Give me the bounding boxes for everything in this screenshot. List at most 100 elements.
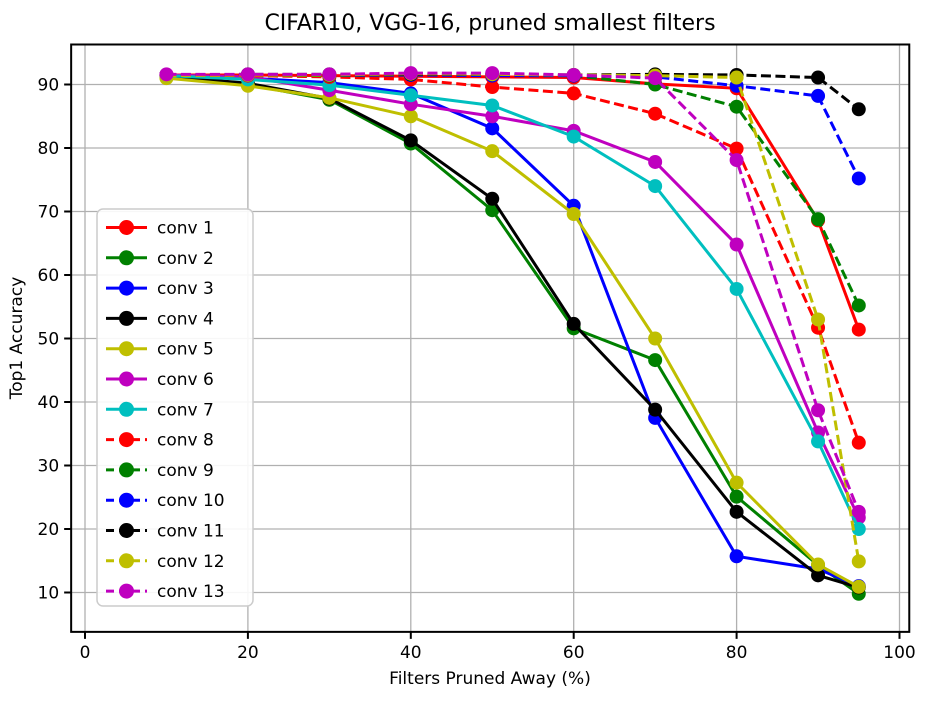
legend-frame xyxy=(96,208,254,607)
data-point-marker xyxy=(648,331,663,346)
data-point-marker xyxy=(729,99,744,114)
legend-label: conv 2 xyxy=(157,249,214,269)
series-line xyxy=(166,76,860,589)
series-conv-9 xyxy=(159,67,866,313)
legend-label: conv 12 xyxy=(157,552,225,572)
series-line xyxy=(166,75,860,595)
data-point-marker xyxy=(851,522,866,536)
data-point-marker xyxy=(851,102,866,117)
data-point-marker xyxy=(648,402,663,417)
data-point-marker xyxy=(811,312,826,327)
legend-label: conv 10 xyxy=(157,491,225,511)
data-point-marker xyxy=(729,153,744,168)
x-tick-label: 100 xyxy=(883,643,915,663)
data-point-marker xyxy=(851,171,866,186)
legend-marker-sample xyxy=(119,220,134,235)
data-point-marker xyxy=(811,557,826,572)
legend-marker-sample xyxy=(119,553,134,569)
data-point-marker xyxy=(566,67,581,82)
legend: conv 1 conv 2 conv 3 conv 4 conv 5 conv 6 conv… xyxy=(96,208,254,607)
data-point-marker xyxy=(811,434,826,449)
legend-item-conv-13: conv 13 xyxy=(106,582,225,602)
legend-marker-sample xyxy=(119,371,134,387)
chart-title: CIFAR10, VGG-16, pruned smallest filters xyxy=(264,11,715,36)
legend-label: conv 1 xyxy=(157,219,214,239)
data-point-marker xyxy=(566,129,581,144)
data-point-marker xyxy=(648,71,663,86)
legend-label: conv 6 xyxy=(157,370,214,390)
data-point-marker xyxy=(403,133,418,148)
data-point-marker xyxy=(322,67,337,82)
data-point-marker xyxy=(851,322,866,337)
series-line xyxy=(166,74,861,530)
y-tick-label: 40 xyxy=(38,393,60,413)
legend-item-conv-9: conv 9 xyxy=(106,461,214,481)
y-tick-label: 20 xyxy=(38,520,60,540)
data-point-marker xyxy=(566,86,581,101)
x-axis-label: Filters Pruned Away (%) xyxy=(389,669,591,689)
legend-marker-sample xyxy=(119,280,134,296)
data-point-marker xyxy=(403,66,418,81)
data-point-marker xyxy=(851,554,866,569)
data-point-marker xyxy=(566,207,581,222)
legend-marker-sample xyxy=(119,401,134,417)
legend-item-conv-12: conv 12 xyxy=(106,552,225,572)
legend-marker-sample xyxy=(119,462,134,478)
data-point-marker xyxy=(851,579,866,594)
x-tick-label: 40 xyxy=(400,643,422,663)
data-point-marker xyxy=(729,237,744,252)
legend-item-conv-11: conv 11 xyxy=(106,522,225,542)
data-point-marker xyxy=(485,144,500,159)
data-point-marker xyxy=(811,212,826,227)
legend-item-conv-3: conv 3 xyxy=(106,279,214,299)
legend-label: conv 7 xyxy=(157,400,214,420)
legend-item-conv-1: conv 1 xyxy=(106,219,214,239)
data-point-marker xyxy=(729,489,744,504)
y-axis-label: Top1 Accuracy xyxy=(7,277,27,401)
data-point-marker xyxy=(811,403,826,418)
data-point-marker xyxy=(729,549,744,564)
data-point-marker xyxy=(729,475,744,490)
data-point-marker xyxy=(811,88,826,103)
data-point-marker xyxy=(851,504,866,519)
legend-label: conv 4 xyxy=(157,309,214,329)
legend-marker-sample xyxy=(119,250,134,266)
legend-marker-sample xyxy=(119,492,134,508)
data-point-marker xyxy=(485,121,500,136)
series-conv-13 xyxy=(159,66,866,519)
legend-marker-sample xyxy=(119,341,134,357)
data-point-marker xyxy=(485,80,500,95)
data-point-marker xyxy=(485,109,500,124)
legend-label: conv 11 xyxy=(157,522,225,542)
legend-marker-sample xyxy=(119,310,134,326)
y-tick-label: 60 xyxy=(38,266,60,286)
x-tick-label: 0 xyxy=(80,643,91,663)
series-line xyxy=(166,71,861,513)
data-point-marker xyxy=(485,191,500,206)
legend-item-conv-2: conv 2 xyxy=(106,249,214,269)
legend-item-conv-8: conv 8 xyxy=(106,431,214,451)
y-tick-label: 90 xyxy=(38,76,60,96)
x-tick-label: 80 xyxy=(726,643,748,663)
data-point-marker xyxy=(648,353,663,368)
data-point-marker xyxy=(851,435,866,450)
legend-label: conv 9 xyxy=(157,461,214,481)
series-line xyxy=(166,74,860,588)
x-tick-label: 60 xyxy=(563,643,585,663)
y-tick-label: 30 xyxy=(38,457,60,477)
data-point-marker xyxy=(485,98,500,113)
legend-marker-sample xyxy=(119,523,134,538)
data-point-marker xyxy=(851,298,866,313)
legend-item-conv-10: conv 10 xyxy=(106,491,225,511)
legend-item-conv-4: conv 4 xyxy=(106,309,214,329)
data-point-marker xyxy=(240,67,255,82)
data-point-marker xyxy=(485,66,500,81)
data-point-marker xyxy=(811,70,826,85)
legend-item-conv-7: conv 7 xyxy=(106,400,214,420)
y-tick-label: 80 xyxy=(38,139,60,159)
series-line xyxy=(166,73,861,519)
legend-label: conv 8 xyxy=(157,431,214,451)
data-point-marker xyxy=(811,568,826,583)
